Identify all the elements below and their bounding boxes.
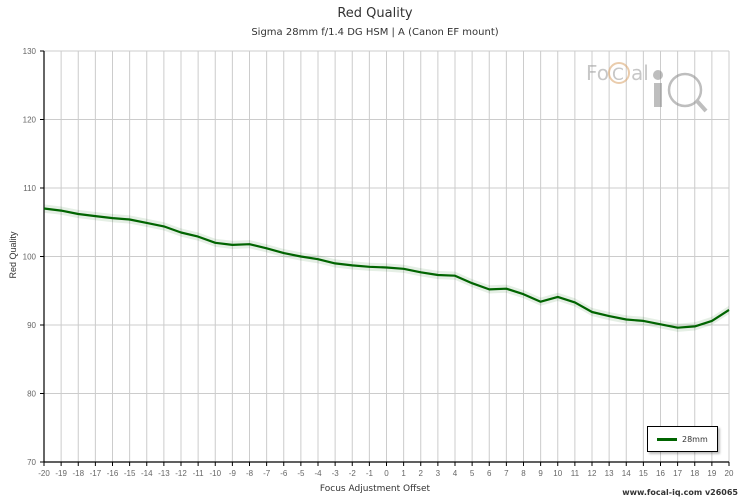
focal-iq-watermark-logo: Fo C al [586,61,708,113]
x-tick-label: -12 [175,469,187,478]
svg-text:al: al [631,61,649,85]
y-tick-label: 100 [23,253,37,262]
x-tick-label: -17 [90,469,102,478]
x-tick-label: 17 [673,469,682,478]
series-line-28mm [43,207,730,329]
y-tick-label: 90 [27,321,36,330]
grid-lines [44,50,730,462]
x-tick-label: -16 [107,469,119,478]
x-tick-label: 2 [419,469,424,478]
x-tick-label: 16 [656,469,665,478]
x-tick-label: 19 [707,469,716,478]
legend-label-28mm: 28mm [682,434,708,444]
x-tick-label: -6 [280,469,288,478]
x-tick-label: 13 [605,469,614,478]
x-tick-label: 14 [622,469,631,478]
x-tick-label: 0 [384,469,389,478]
legend: 28mm [647,426,718,452]
x-tick-label: 5 [470,469,475,478]
x-tick-label: 4 [453,469,458,478]
x-tick-label: -18 [72,469,84,478]
footer-credit: www.focal-iq.com v26065 [622,488,738,497]
x-tick-label: 10 [553,469,562,478]
x-tick-label: -2 [349,469,357,478]
x-tick-label: -3 [332,469,340,478]
x-tick-label: 12 [588,469,597,478]
x-tick-label: -11 [193,469,205,478]
x-tick-label: -20 [38,469,50,478]
x-tick-label: 11 [571,469,580,478]
x-tick-label: 3 [436,469,441,478]
x-tick-label: 20 [725,469,734,478]
x-tick-label: -1 [366,469,374,478]
x-tick-label: 9 [538,469,543,478]
x-tick-label: -7 [263,469,271,478]
legend-swatch-28mm [657,437,677,441]
x-tick-label: -9 [229,469,237,478]
y-axis-label: Red Quality [8,231,18,279]
x-tick-label: 15 [639,469,648,478]
x-tick-label: 18 [690,469,699,478]
chart-title: Red Quality [337,6,413,21]
chart-subtitle: Sigma 28mm f/1.4 DG HSM | A (Canon EF mo… [251,27,499,38]
svg-text:Fo: Fo [586,61,609,85]
y-tick-label: 120 [23,116,37,125]
y-tick-label: 110 [23,184,36,193]
x-tick-label: 6 [487,469,492,478]
x-tick-label: -14 [141,469,153,478]
x-tick-label: 7 [504,469,509,478]
y-tick-label: 70 [27,458,36,467]
x-tick-label: -19 [55,469,67,478]
svg-text:C: C [612,65,624,85]
x-tick-label: 1 [401,469,406,478]
x-tick-label: -8 [246,469,254,478]
x-tick-label: -4 [314,469,322,478]
x-tick-label: -5 [297,469,305,478]
x-tick-label: -10 [209,469,221,478]
x-tick-label: -15 [124,469,136,478]
x-tick-label: -13 [158,469,170,478]
x-axis-label: Focus Adjustment Offset [319,484,431,494]
x-tick-label: 8 [521,469,526,478]
y-tick-label: 130 [23,47,37,56]
y-tick-label: 80 [27,390,36,399]
